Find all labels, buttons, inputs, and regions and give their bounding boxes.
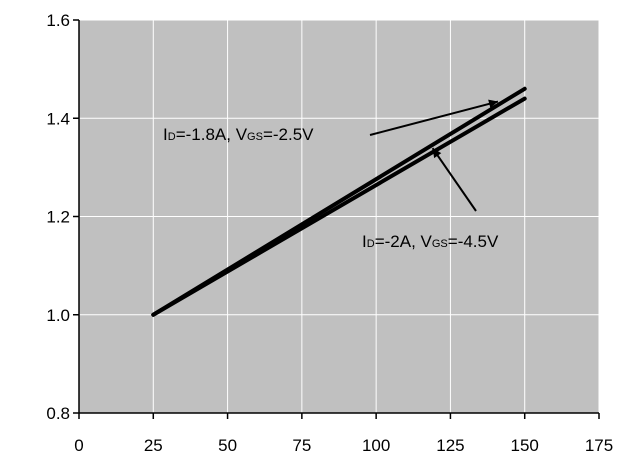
annotation-arrow-2	[431, 147, 477, 212]
annotation-text: =-2.5V	[263, 125, 314, 144]
x-tick-label: 125	[436, 436, 464, 455]
annotation-arrowhead-1	[488, 99, 498, 109]
annotation-text: =-1.8A, V	[176, 125, 248, 144]
annotation-text: I	[362, 232, 367, 251]
series-line-2	[151, 96, 527, 317]
axes	[73, 19, 600, 419]
x-tick-label: 150	[511, 436, 539, 455]
x-tick-label: 175	[585, 436, 613, 455]
y-tick-label: 0.8	[46, 404, 70, 423]
y-tick-label: 1.4	[46, 109, 70, 128]
grid-lines	[79, 19, 600, 413]
x-tick-label: 0	[74, 436, 83, 455]
annotation-arrow-1	[369, 100, 499, 136]
y-tick-label: 1.0	[46, 306, 70, 325]
annotation-text: =-2A, V	[375, 232, 433, 251]
annotation-label-2: ID=-2A, VGS=-4.5V	[362, 232, 499, 251]
annotation-label-1: ID=-1.8A, VGS=-2.5V	[163, 125, 314, 144]
annotation-text: =-4.5V	[448, 232, 499, 251]
y-tick-label: 1.6	[46, 11, 70, 30]
x-tick-label: 75	[292, 436, 311, 455]
annotation-arrowhead-2	[432, 148, 442, 159]
x-tick-label: 25	[144, 436, 163, 455]
x-tick-label: 100	[362, 436, 390, 455]
annotation-text: I	[163, 125, 168, 144]
annotation-subscript: GS	[432, 238, 448, 250]
y-tick-label: 1.2	[46, 208, 70, 227]
series-lines	[151, 86, 527, 317]
annotation-subscript: D	[367, 238, 375, 250]
annotation-subscript: D	[168, 131, 176, 143]
annotation-subscript: GS	[247, 131, 263, 143]
tick-labels: 0 25 50 75 100 125 150 175 0.8 1.0 1.2 1.4 1.6	[46, 11, 613, 455]
x-tick-label: 50	[218, 436, 237, 455]
